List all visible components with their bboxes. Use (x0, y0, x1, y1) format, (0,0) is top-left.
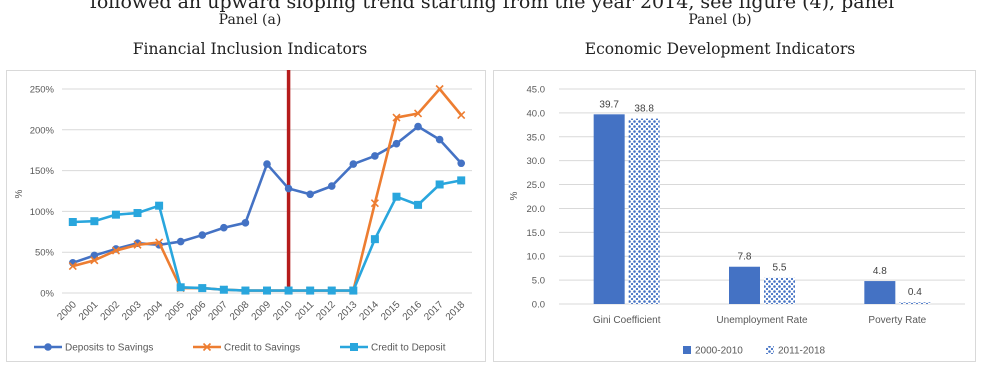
data-point-credit-to-deposit (370, 235, 379, 244)
data-point-credit-to-deposit (349, 286, 358, 295)
bar-2000-2010 (593, 114, 625, 304)
y-tick-label: 15.0 (527, 228, 546, 239)
panel-a-title: Financial Inclusion Indicators (132, 40, 368, 58)
data-point-deposits-to-savings (392, 139, 401, 148)
bar-value-label: 5.5 (773, 263, 787, 274)
bar-2011-2018 (764, 277, 795, 304)
data-point-credit-to-deposit (176, 283, 185, 292)
bar-value-label: 7.8 (738, 252, 752, 263)
y-tick-label: 250% (30, 85, 55, 96)
data-point-deposits-to-savings (349, 160, 358, 168)
chart-b-frame (493, 70, 976, 362)
x-category-label: Gini Coefficient (593, 315, 661, 326)
data-point-credit-to-deposit (327, 286, 336, 295)
data-point-deposits-to-savings (457, 159, 466, 168)
data-point-deposits-to-savings (241, 219, 250, 227)
legend-label-2000-2010: 2000-2010 (695, 346, 743, 357)
y-tick-label: 40.0 (527, 108, 546, 119)
x-category-label: Poverty Rate (868, 315, 926, 326)
data-point-credit-to-deposit (68, 218, 77, 227)
panel-b-label: Panel (b) (688, 12, 752, 28)
bar-2011-2018 (899, 302, 931, 304)
legend-marker-credit-to-savings (202, 342, 212, 352)
data-point-credit-to-savings (90, 256, 99, 265)
y-tick-label: 5.0 (532, 276, 545, 287)
data-point-credit-to-deposit (198, 284, 207, 293)
bar-2011-2018 (628, 118, 660, 304)
legend-label-2011-2018: 2011-2018 (778, 346, 826, 357)
data-point-credit-to-deposit (457, 176, 466, 185)
data-point-deposits-to-savings (284, 184, 293, 193)
legend-label-credit-to-savings: Credit to Savings (224, 343, 300, 354)
y-tick-label: 150% (30, 166, 55, 177)
data-point-credit-to-deposit (392, 192, 401, 201)
data-point-credit-to-deposit (219, 285, 228, 294)
y-tick-label: 25.0 (527, 180, 546, 191)
data-point-deposits-to-savings (176, 237, 185, 246)
data-point-deposits-to-savings (198, 231, 207, 239)
y-tick-label: 100% (30, 207, 55, 218)
y-tick-label: 30.0 (527, 156, 546, 167)
legend-swatch-2011-2018 (766, 346, 774, 354)
legend-marker-credit-to-deposit (350, 343, 358, 351)
y-tick-label: 50% (35, 248, 55, 259)
bar-value-label: 0.4 (908, 287, 922, 298)
data-point-credit-to-deposit (111, 210, 120, 219)
legend-label-deposits-to-savings: Deposits to Savings (65, 343, 153, 354)
legend-marker-deposits-to-savings (44, 343, 52, 351)
data-point-deposits-to-savings (306, 190, 314, 199)
data-point-deposits-to-savings (371, 152, 379, 160)
data-point-credit-to-savings (413, 109, 423, 118)
body-text-line: followed an upward sloping trend startin… (89, 0, 895, 13)
data-point-credit-to-deposit (263, 286, 271, 295)
y-axis-label: % (14, 189, 25, 198)
data-point-credit-to-deposit (133, 209, 142, 218)
data-point-credit-to-savings (133, 240, 142, 249)
data-point-credit-to-deposit (284, 286, 293, 295)
data-point-credit-to-savings (435, 84, 444, 94)
y-tick-label: 0% (40, 289, 54, 300)
bar-value-label: 38.8 (634, 104, 654, 115)
bar-2000-2010 (864, 281, 896, 304)
legend-swatch-2000-2010 (683, 346, 691, 354)
bar-value-label: 4.8 (873, 266, 887, 277)
data-point-credit-to-deposit (435, 180, 444, 189)
data-point-credit-to-savings (392, 113, 401, 122)
bar-2000-2010 (729, 266, 760, 304)
economic-development-bar-chart: 0.0 5.0 10.0 15.0 20.0 25.0 30.0 35.0 40.0 45.0% 3… (493, 70, 976, 362)
data-point-credit-to-savings (68, 262, 77, 271)
x-category-label: Unemployment Rate (716, 315, 808, 326)
data-point-credit-to-deposit (414, 200, 423, 209)
data-point-deposits-to-savings (263, 160, 271, 168)
y-tick-label: 0.0 (532, 300, 545, 311)
y-axis-label: % (509, 191, 520, 200)
data-point-credit-to-deposit (306, 286, 315, 295)
y-tick-label: 200% (30, 125, 55, 136)
bar-value-label: 39.7 (599, 99, 619, 110)
data-point-credit-to-deposit (155, 201, 164, 210)
financial-inclusion-line-chart: 0%50%100%150%200%250%%200020012002200320… (6, 70, 486, 362)
y-tick-label: 20.0 (527, 204, 546, 215)
data-point-deposits-to-savings (435, 135, 444, 144)
data-point-credit-to-savings (111, 246, 121, 255)
legend-label-credit-to-deposit: Credit to Deposit (371, 343, 446, 354)
data-point-deposits-to-savings (414, 122, 422, 131)
data-point-credit-to-savings (370, 199, 379, 208)
data-point-credit-to-deposit (241, 286, 250, 295)
panel-b-title: Economic Development Indicators (584, 40, 856, 58)
data-point-credit-to-savings (155, 238, 164, 247)
chart-a-frame (6, 70, 486, 362)
panel-a-label: Panel (a) (218, 12, 282, 28)
y-tick-label: 35.0 (527, 132, 546, 143)
data-point-credit-to-deposit (90, 217, 99, 226)
data-point-credit-to-savings (457, 111, 466, 120)
data-point-deposits-to-savings (327, 182, 336, 190)
y-tick-label: 10.0 (527, 252, 546, 263)
data-point-deposits-to-savings (220, 223, 228, 232)
y-tick-label: 45.0 (527, 85, 546, 96)
